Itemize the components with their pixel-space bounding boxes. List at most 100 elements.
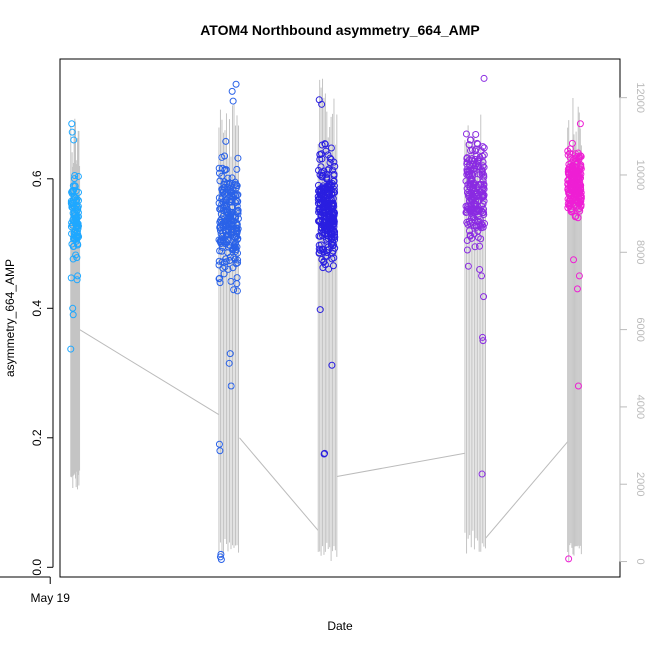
data-point: [220, 270, 228, 278]
data-point: [318, 155, 326, 163]
data-point: [324, 166, 332, 174]
data-point: [466, 219, 474, 227]
data-point-outlier: [480, 293, 488, 301]
data-point: [329, 262, 337, 270]
data-point: [229, 245, 237, 253]
data-point-outlier: [217, 550, 225, 558]
data-point-outlier: [215, 440, 223, 448]
x-axis-label: Date: [327, 619, 353, 633]
data-point: [74, 172, 82, 180]
data-point: [232, 260, 240, 268]
data-point: [73, 215, 81, 223]
data-point: [565, 197, 573, 205]
data-point-outlier: [216, 447, 224, 455]
data-point: [330, 254, 338, 262]
data-point-outlier: [476, 265, 484, 273]
data-point: [565, 176, 573, 184]
data-point: [327, 144, 335, 152]
data-point: [475, 180, 483, 188]
y2-tick-label: 6000: [634, 317, 646, 341]
data-point: [467, 180, 475, 188]
data-point: [328, 200, 336, 208]
data-point: [324, 151, 332, 159]
data-point: [475, 163, 483, 171]
data-point-outlier: [328, 361, 336, 369]
data-point-outlier: [478, 470, 486, 478]
data-point: [233, 197, 241, 205]
data-point: [330, 220, 338, 228]
data-point: [222, 221, 230, 229]
data-point: [479, 162, 487, 170]
data-point: [463, 167, 471, 175]
data-point: [567, 167, 575, 175]
data-point: [233, 182, 241, 190]
data-point-outlier: [67, 345, 75, 353]
data-point: [72, 251, 80, 259]
data-point: [218, 172, 226, 180]
data-point: [316, 191, 324, 199]
data-point: [316, 171, 324, 179]
data-point-outlier: [321, 449, 329, 457]
data-point: [479, 177, 487, 185]
data-point: [472, 130, 480, 138]
data-point: [328, 231, 336, 239]
data-point: [328, 203, 336, 211]
data-point: [573, 153, 581, 161]
data-point: [221, 263, 229, 271]
data-point-outlier: [478, 272, 486, 280]
scatter-points: [67, 74, 585, 564]
data-point: [466, 177, 474, 185]
data-point: [577, 196, 585, 204]
data-point: [220, 180, 228, 188]
data-point-outlier: [316, 306, 324, 314]
data-point: [566, 200, 574, 208]
data-point: [472, 189, 480, 197]
data-point: [229, 187, 237, 195]
data-point: [230, 286, 238, 294]
data-point: [326, 158, 334, 166]
count-gap-line: [485, 441, 569, 539]
data-point: [472, 191, 480, 199]
data-point: [462, 130, 470, 138]
data-point: [478, 152, 486, 160]
data-point: [234, 256, 242, 264]
data-point: [70, 217, 78, 225]
data-point: [478, 221, 486, 229]
data-point: [221, 166, 229, 174]
data-point-outlier: [225, 359, 233, 367]
data-point: [328, 180, 336, 188]
data-point: [320, 257, 328, 265]
data-point: [477, 235, 485, 243]
data-point: [473, 197, 481, 205]
data-point: [467, 136, 475, 144]
data-point: [478, 207, 486, 215]
data-point: [476, 242, 484, 250]
data-point: [328, 240, 336, 248]
data-point: [234, 259, 242, 267]
data-point: [474, 213, 482, 221]
data-point-outlier: [463, 246, 471, 254]
data-point: [317, 192, 325, 200]
data-point: [471, 155, 479, 163]
data-point: [222, 255, 230, 263]
data-point: [223, 235, 231, 243]
data-point: [467, 166, 475, 174]
data-point-outlier: [73, 276, 81, 284]
count-gap-line: [79, 329, 220, 416]
data-point-outlier: [69, 311, 77, 319]
data-point: [467, 208, 475, 216]
y-tick-label: 0.4: [30, 300, 44, 317]
count-gap-line: [239, 437, 319, 531]
data-point: [327, 155, 335, 163]
data-point: [316, 205, 324, 213]
data-point: [215, 257, 223, 265]
data-point: [226, 253, 234, 261]
data-point: [216, 218, 224, 226]
data-point: [466, 162, 474, 170]
data-point: [568, 166, 576, 174]
x-axis: May 11May 13May 15May 17May 19: [0, 576, 70, 605]
y2-tick-label: 0: [634, 558, 646, 564]
data-point-outlier: [575, 272, 583, 280]
y2-tick-label: 10000: [634, 160, 646, 191]
